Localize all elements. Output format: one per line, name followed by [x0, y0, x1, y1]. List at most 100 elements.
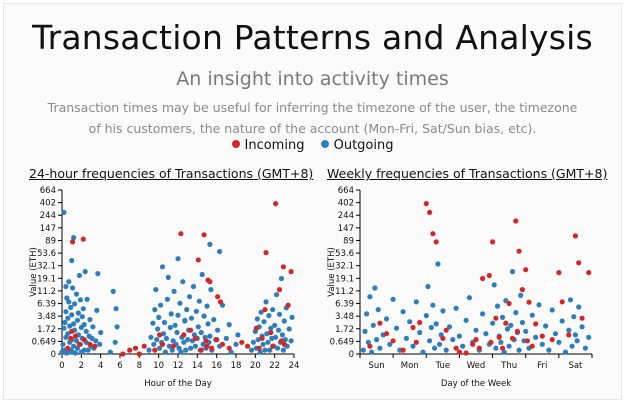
- outgoing-point: [66, 299, 72, 305]
- outgoing-point: [184, 307, 190, 313]
- outgoing-point: [176, 345, 182, 351]
- outgoing-point: [65, 331, 71, 337]
- outgoing-point: [433, 321, 439, 327]
- x-tick-label: Thu: [500, 361, 517, 371]
- y-tick-label: 19.1: [37, 274, 56, 284]
- outgoing-point: [533, 334, 539, 340]
- outgoing-point: [430, 302, 436, 308]
- outgoing-point: [288, 338, 294, 344]
- incoming-point: [556, 270, 562, 276]
- incoming-point: [262, 307, 268, 313]
- x-tick-label: 8: [137, 361, 142, 371]
- outgoing-point: [427, 338, 433, 344]
- incoming-point: [377, 320, 383, 326]
- outgoing-point: [257, 349, 263, 355]
- incoming-point: [192, 335, 198, 341]
- incoming-point: [503, 320, 509, 326]
- y-tick-label: 244: [338, 211, 354, 221]
- incoming-point: [273, 201, 279, 207]
- outgoing-point: [569, 343, 575, 349]
- incoming-point: [256, 345, 262, 351]
- outgoing-point: [387, 341, 393, 347]
- incoming-point: [410, 324, 416, 331]
- outgoing-point: [518, 292, 524, 298]
- outgoing-point: [61, 325, 67, 331]
- x-tick-label: Sat: [568, 361, 583, 371]
- outgoing-point: [282, 337, 288, 343]
- legend-swatch-outgoing: [320, 140, 329, 148]
- outgoing-point: [567, 297, 574, 303]
- outgoing-point: [66, 279, 72, 285]
- outgoing-point: [546, 347, 552, 353]
- incoming-point: [539, 333, 545, 339]
- incoming-point: [440, 335, 446, 341]
- incoming-point: [476, 345, 482, 351]
- incoming-point: [430, 231, 436, 237]
- outgoing-point: [407, 319, 413, 325]
- incoming-point: [280, 264, 286, 270]
- outgoing-point: [228, 349, 234, 355]
- outgoing-point: [193, 308, 199, 314]
- outgoing-point: [152, 307, 158, 313]
- description-line-1: Transaction times may be useful for infe…: [47, 100, 578, 115]
- outgoing-point: [501, 349, 507, 355]
- outgoing-point: [65, 315, 71, 321]
- outgoing-point: [273, 334, 279, 340]
- y-tick-label: 664: [338, 186, 354, 196]
- incoming-point: [413, 339, 419, 345]
- incoming-point: [443, 327, 449, 333]
- outgoing-point: [266, 313, 272, 319]
- outgoing-point: [260, 341, 266, 347]
- outgoing-point: [164, 296, 170, 302]
- outgoing-point: [114, 324, 120, 330]
- outgoing-point: [98, 329, 104, 336]
- outgoing-point: [79, 314, 85, 320]
- outgoing-point: [265, 339, 271, 345]
- outgoing-point: [153, 287, 159, 293]
- outgoing-point: [175, 256, 181, 262]
- x-tick-label: 4: [98, 361, 103, 371]
- outgoing-point: [279, 332, 285, 338]
- incoming-point: [529, 343, 535, 349]
- outgoing-point: [413, 299, 419, 305]
- outgoing-point: [529, 312, 535, 318]
- outgoing-point: [410, 343, 416, 349]
- incoming-point: [76, 341, 82, 347]
- incoming-point: [195, 257, 201, 263]
- outgoing-point: [67, 323, 73, 329]
- outgoing-point: [81, 347, 87, 353]
- outgoing-point: [177, 300, 183, 306]
- incoming-point: [92, 343, 98, 349]
- outgoing-point: [168, 311, 174, 317]
- report-card: Transaction Patterns and Analysis An ins…: [3, 3, 622, 400]
- legend: Incoming Outgoing: [4, 138, 621, 153]
- outgoing-point: [208, 287, 214, 293]
- outgoing-point: [170, 338, 176, 344]
- outgoing-point: [178, 349, 184, 355]
- outgoing-point: [250, 339, 256, 345]
- outgoing-point: [566, 327, 572, 333]
- x-tick-label: 2: [79, 361, 84, 371]
- outgoing-point: [174, 329, 180, 336]
- y-axis-label: Value (ETH): [327, 247, 337, 297]
- outgoing-point: [69, 312, 75, 318]
- outgoing-point: [72, 350, 79, 356]
- outgoing-point: [375, 307, 381, 313]
- outgoing-point: [233, 341, 239, 347]
- outgoing-point: [200, 341, 206, 347]
- x-tick-label: Mon: [401, 361, 419, 371]
- outgoing-point: [509, 269, 516, 275]
- outgoing-point: [70, 285, 76, 291]
- incoming-point: [263, 250, 269, 256]
- x-tick-label: 16: [211, 361, 222, 371]
- weekly-scatter-chart: 0 0.649 1.72 3.48 6.39 11.2 19.1 32.1 53.6 89 147 2…: [327, 186, 593, 389]
- outgoing-point: [175, 312, 181, 318]
- x-tick-label: 24: [289, 361, 300, 371]
- outgoing-point: [432, 345, 438, 351]
- incoming-point: [132, 345, 139, 351]
- outgoing-point: [248, 347, 255, 353]
- y-tick-label: 11.2: [335, 287, 354, 297]
- outgoing-point: [586, 334, 592, 340]
- outgoing-point: [423, 313, 429, 319]
- incoming-point: [181, 332, 187, 338]
